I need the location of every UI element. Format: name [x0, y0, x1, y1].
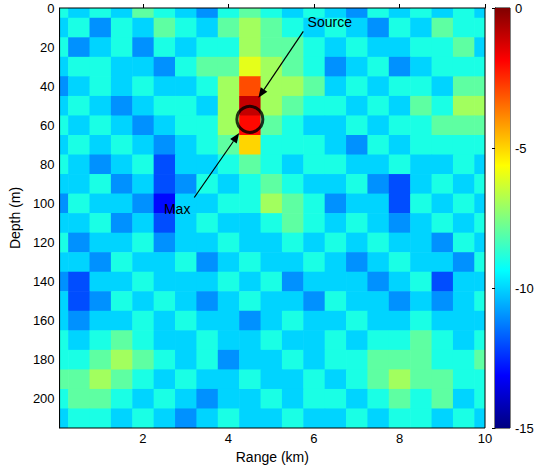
svg-text:Depth (m): Depth (m) [7, 187, 23, 249]
svg-text:10: 10 [478, 431, 492, 446]
svg-text:-10: -10 [515, 281, 534, 296]
svg-text:160: 160 [33, 313, 55, 328]
svg-text:0: 0 [47, 1, 54, 16]
svg-text:120: 120 [33, 235, 55, 250]
svg-text:100: 100 [33, 196, 55, 211]
svg-text:0: 0 [515, 1, 522, 16]
svg-text:20: 20 [40, 40, 54, 55]
svg-text:80: 80 [40, 157, 54, 172]
svg-text:-15: -15 [515, 421, 534, 436]
svg-text:180: 180 [33, 352, 55, 367]
svg-text:6: 6 [310, 431, 317, 446]
svg-text:Source: Source [308, 14, 353, 30]
svg-text:200: 200 [33, 391, 55, 406]
svg-text:40: 40 [40, 79, 54, 94]
svg-text:2: 2 [139, 431, 146, 446]
svg-text:140: 140 [33, 274, 55, 289]
svg-text:Max: Max [164, 201, 190, 217]
svg-text:60: 60 [40, 118, 54, 133]
svg-text:-5: -5 [515, 141, 527, 156]
svg-text:Range (km): Range (km) [236, 449, 309, 465]
svg-text:8: 8 [396, 431, 403, 446]
svg-text:4: 4 [225, 431, 232, 446]
